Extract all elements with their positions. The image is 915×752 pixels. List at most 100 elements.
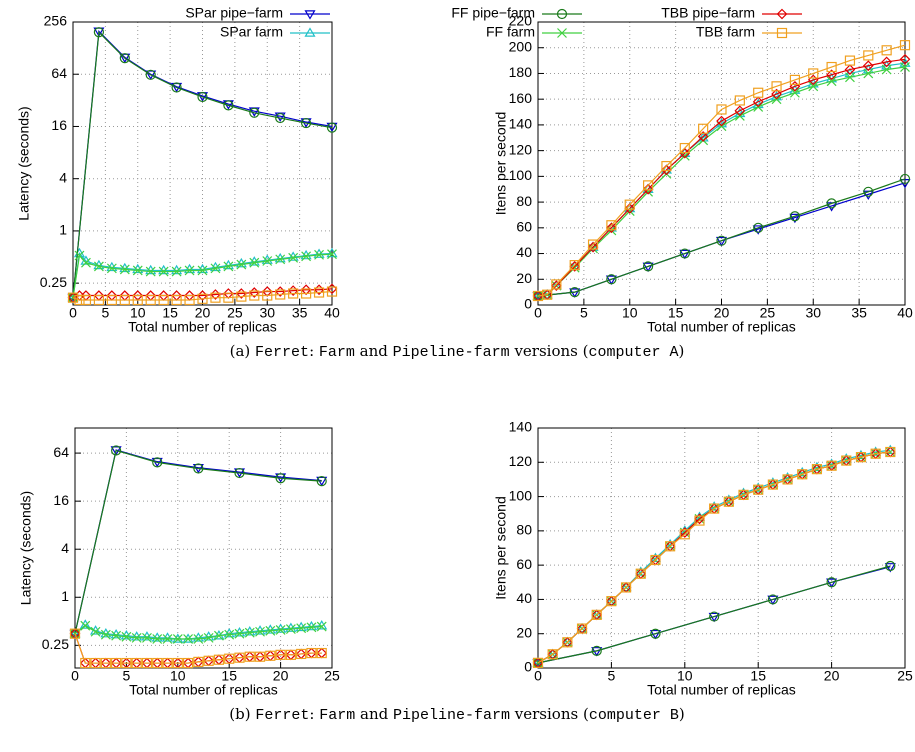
marker [234, 628, 245, 639]
x-axis-label: Total number of replicas [647, 682, 796, 698]
marker [551, 279, 562, 290]
x-tick-label: 5 [101, 305, 109, 321]
x-tick-label: 0 [534, 668, 542, 684]
y-tick-label: 16 [51, 117, 67, 133]
marker [556, 8, 568, 20]
x-tick-label: 20 [824, 668, 840, 684]
y-tick-label: 160 [509, 90, 533, 106]
x-tick-label: 10 [677, 668, 693, 684]
marker [93, 261, 104, 272]
caption-part: ) [679, 705, 685, 723]
marker [223, 292, 234, 303]
y-tick-label: 60 [516, 219, 532, 235]
y-tick-label: 0.25 [42, 636, 69, 652]
marker [752, 96, 764, 108]
marker [80, 620, 91, 631]
series-line [74, 633, 322, 664]
marker [881, 56, 892, 68]
marker [249, 107, 260, 118]
caption-part: and [355, 705, 393, 723]
marker [811, 464, 823, 475]
marker [314, 249, 324, 260]
x-tick-label: 30 [259, 305, 275, 321]
marker [285, 649, 296, 660]
x-tick-label: 5 [608, 668, 616, 684]
marker [304, 27, 316, 37]
marker [184, 265, 195, 276]
marker [301, 288, 312, 299]
marker [624, 203, 636, 214]
series-line [537, 44, 906, 297]
marker [69, 627, 81, 638]
y-tick-label: 1 [61, 588, 69, 604]
marker [111, 657, 122, 669]
y-tick-label: 140 [509, 116, 533, 132]
marker [171, 266, 182, 277]
caption-part: (b) [229, 705, 255, 723]
marker [665, 541, 676, 552]
marker [697, 131, 709, 142]
marker [119, 264, 130, 275]
marker [313, 248, 325, 258]
x-tick-label: 20 [273, 668, 289, 684]
marker [158, 264, 170, 275]
marker [576, 622, 588, 633]
series-line [72, 290, 333, 301]
marker [162, 634, 173, 644]
marker [635, 568, 646, 579]
marker [845, 72, 855, 83]
plot-frame [72, 21, 333, 306]
marker [698, 123, 709, 134]
x-tick-label: 25 [324, 668, 340, 684]
y-tick-label: 64 [51, 65, 67, 81]
series-line [74, 449, 322, 634]
marker [300, 284, 312, 296]
y-tick-label: 0 [524, 296, 532, 312]
marker [285, 624, 296, 634]
caption-part: ) [679, 342, 685, 360]
marker [547, 649, 558, 660]
marker [93, 294, 105, 306]
marker [899, 173, 911, 185]
marker [855, 452, 867, 463]
marker [547, 648, 559, 659]
marker [171, 82, 182, 93]
marker [591, 609, 603, 619]
y-tick-label: 0 [524, 659, 532, 675]
marker [182, 657, 194, 669]
marker [642, 180, 654, 191]
x-tick-label: 35 [292, 305, 308, 321]
y-tick-label: 60 [516, 556, 532, 572]
y-tick-label: 256 [44, 13, 68, 29]
marker [753, 484, 764, 495]
marker [236, 291, 247, 302]
marker [808, 68, 819, 79]
x-tick-label: 5 [580, 305, 588, 321]
marker [709, 503, 720, 514]
series-line [537, 451, 891, 664]
x-tick-label: 35 [851, 305, 867, 321]
marker [265, 625, 276, 636]
marker [249, 257, 260, 268]
marker [899, 53, 911, 65]
marker [844, 55, 856, 66]
marker [131, 657, 142, 669]
y-tick-label: 220 [509, 13, 533, 29]
marker [884, 563, 896, 573]
legend-label: SPar farm [220, 24, 283, 40]
x-tick-label: 10 [622, 305, 638, 321]
plot-frame [74, 427, 333, 669]
x-tick-label: 20 [195, 305, 211, 321]
marker [119, 53, 130, 64]
marker [152, 634, 163, 644]
marker [304, 10, 316, 20]
marker [100, 629, 111, 640]
marker [244, 627, 255, 638]
x-tick-label: 25 [760, 305, 776, 321]
marker [587, 239, 599, 250]
marker [326, 286, 338, 297]
marker [569, 287, 580, 298]
caption-part: Farm [319, 344, 355, 361]
series-line [537, 451, 891, 664]
